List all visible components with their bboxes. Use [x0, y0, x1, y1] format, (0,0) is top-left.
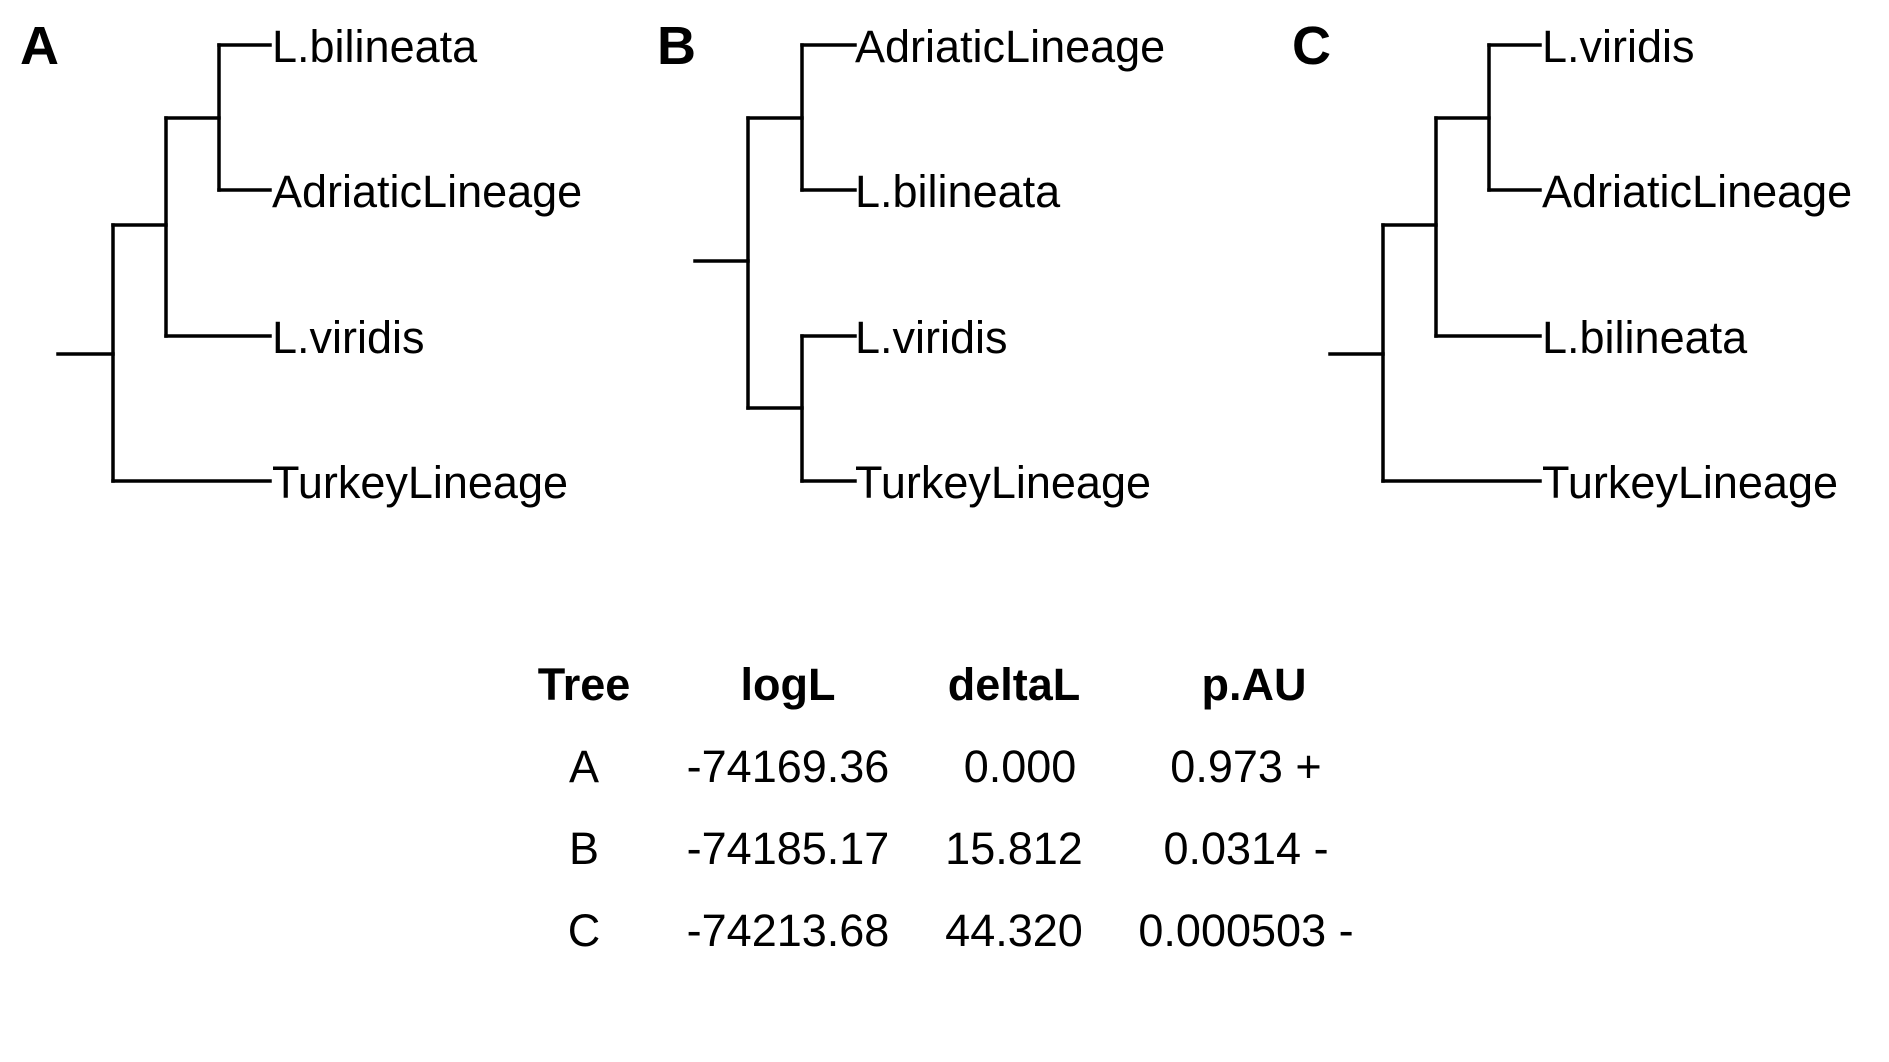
table-cell: A: [569, 741, 599, 792]
table-header: p.AU: [1202, 659, 1307, 710]
table-cell: 44.320: [945, 905, 1083, 956]
table-cell: 0.973 +: [1170, 741, 1321, 792]
table-row: C -74213.68 44.320 0.000503 -: [568, 905, 1354, 956]
panel-label-c: C: [1292, 16, 1331, 76]
table-cell: 0.0314 -: [1163, 823, 1328, 874]
tip-label: TurkeyLineage: [1542, 457, 1838, 508]
table-cell: 0.000503 -: [1138, 905, 1353, 956]
tip-label: AdriaticLineage: [1542, 166, 1852, 217]
table-cell: -74213.68: [687, 905, 890, 956]
table-cell: C: [568, 905, 601, 956]
au-test-table: Tree logL deltaL p.AU A -74169.36 0.000 …: [538, 659, 1354, 956]
tip-label: L.viridis: [272, 312, 425, 363]
tree-panel-c: C L.viridis AdriaticLineage L.bilineata …: [1292, 16, 1852, 508]
tree-c-branches: [1328, 43, 1542, 483]
table-header-row: Tree logL deltaL p.AU: [538, 659, 1307, 710]
tree-b-branches: [693, 43, 857, 483]
table-cell: 0.000: [964, 741, 1077, 792]
tip-label: TurkeyLineage: [272, 457, 568, 508]
table-cell: -74185.17: [687, 823, 890, 874]
table-cell: 15.812: [945, 823, 1083, 874]
tip-label: L.bilineata: [272, 21, 478, 72]
tree-panel-b: B AdriaticLineage L.bilineata L.viridis …: [657, 16, 1165, 508]
tip-label: L.viridis: [1542, 21, 1695, 72]
tree-a-branches: [56, 43, 272, 483]
tip-label: AdriaticLineage: [272, 166, 582, 217]
tip-label: AdriaticLineage: [855, 21, 1165, 72]
tip-label: L.viridis: [855, 312, 1008, 363]
table-row: B -74185.17 15.812 0.0314 -: [569, 823, 1329, 874]
table-cell: -74169.36: [687, 741, 890, 792]
table-header: logL: [741, 659, 836, 710]
tree-panel-a: A L.bilineata AdriaticLineage L.viridis …: [20, 16, 582, 508]
table-cell: B: [569, 823, 599, 874]
tip-label: L.bilineata: [855, 166, 1061, 217]
table-row: A -74169.36 0.000 0.973 +: [569, 741, 1322, 792]
panel-label-b: B: [657, 16, 696, 76]
panel-label-a: A: [20, 16, 59, 76]
table-header: deltaL: [948, 659, 1081, 710]
tip-label: L.bilineata: [1542, 312, 1748, 363]
table-header: Tree: [538, 659, 631, 710]
tip-label: TurkeyLineage: [855, 457, 1151, 508]
